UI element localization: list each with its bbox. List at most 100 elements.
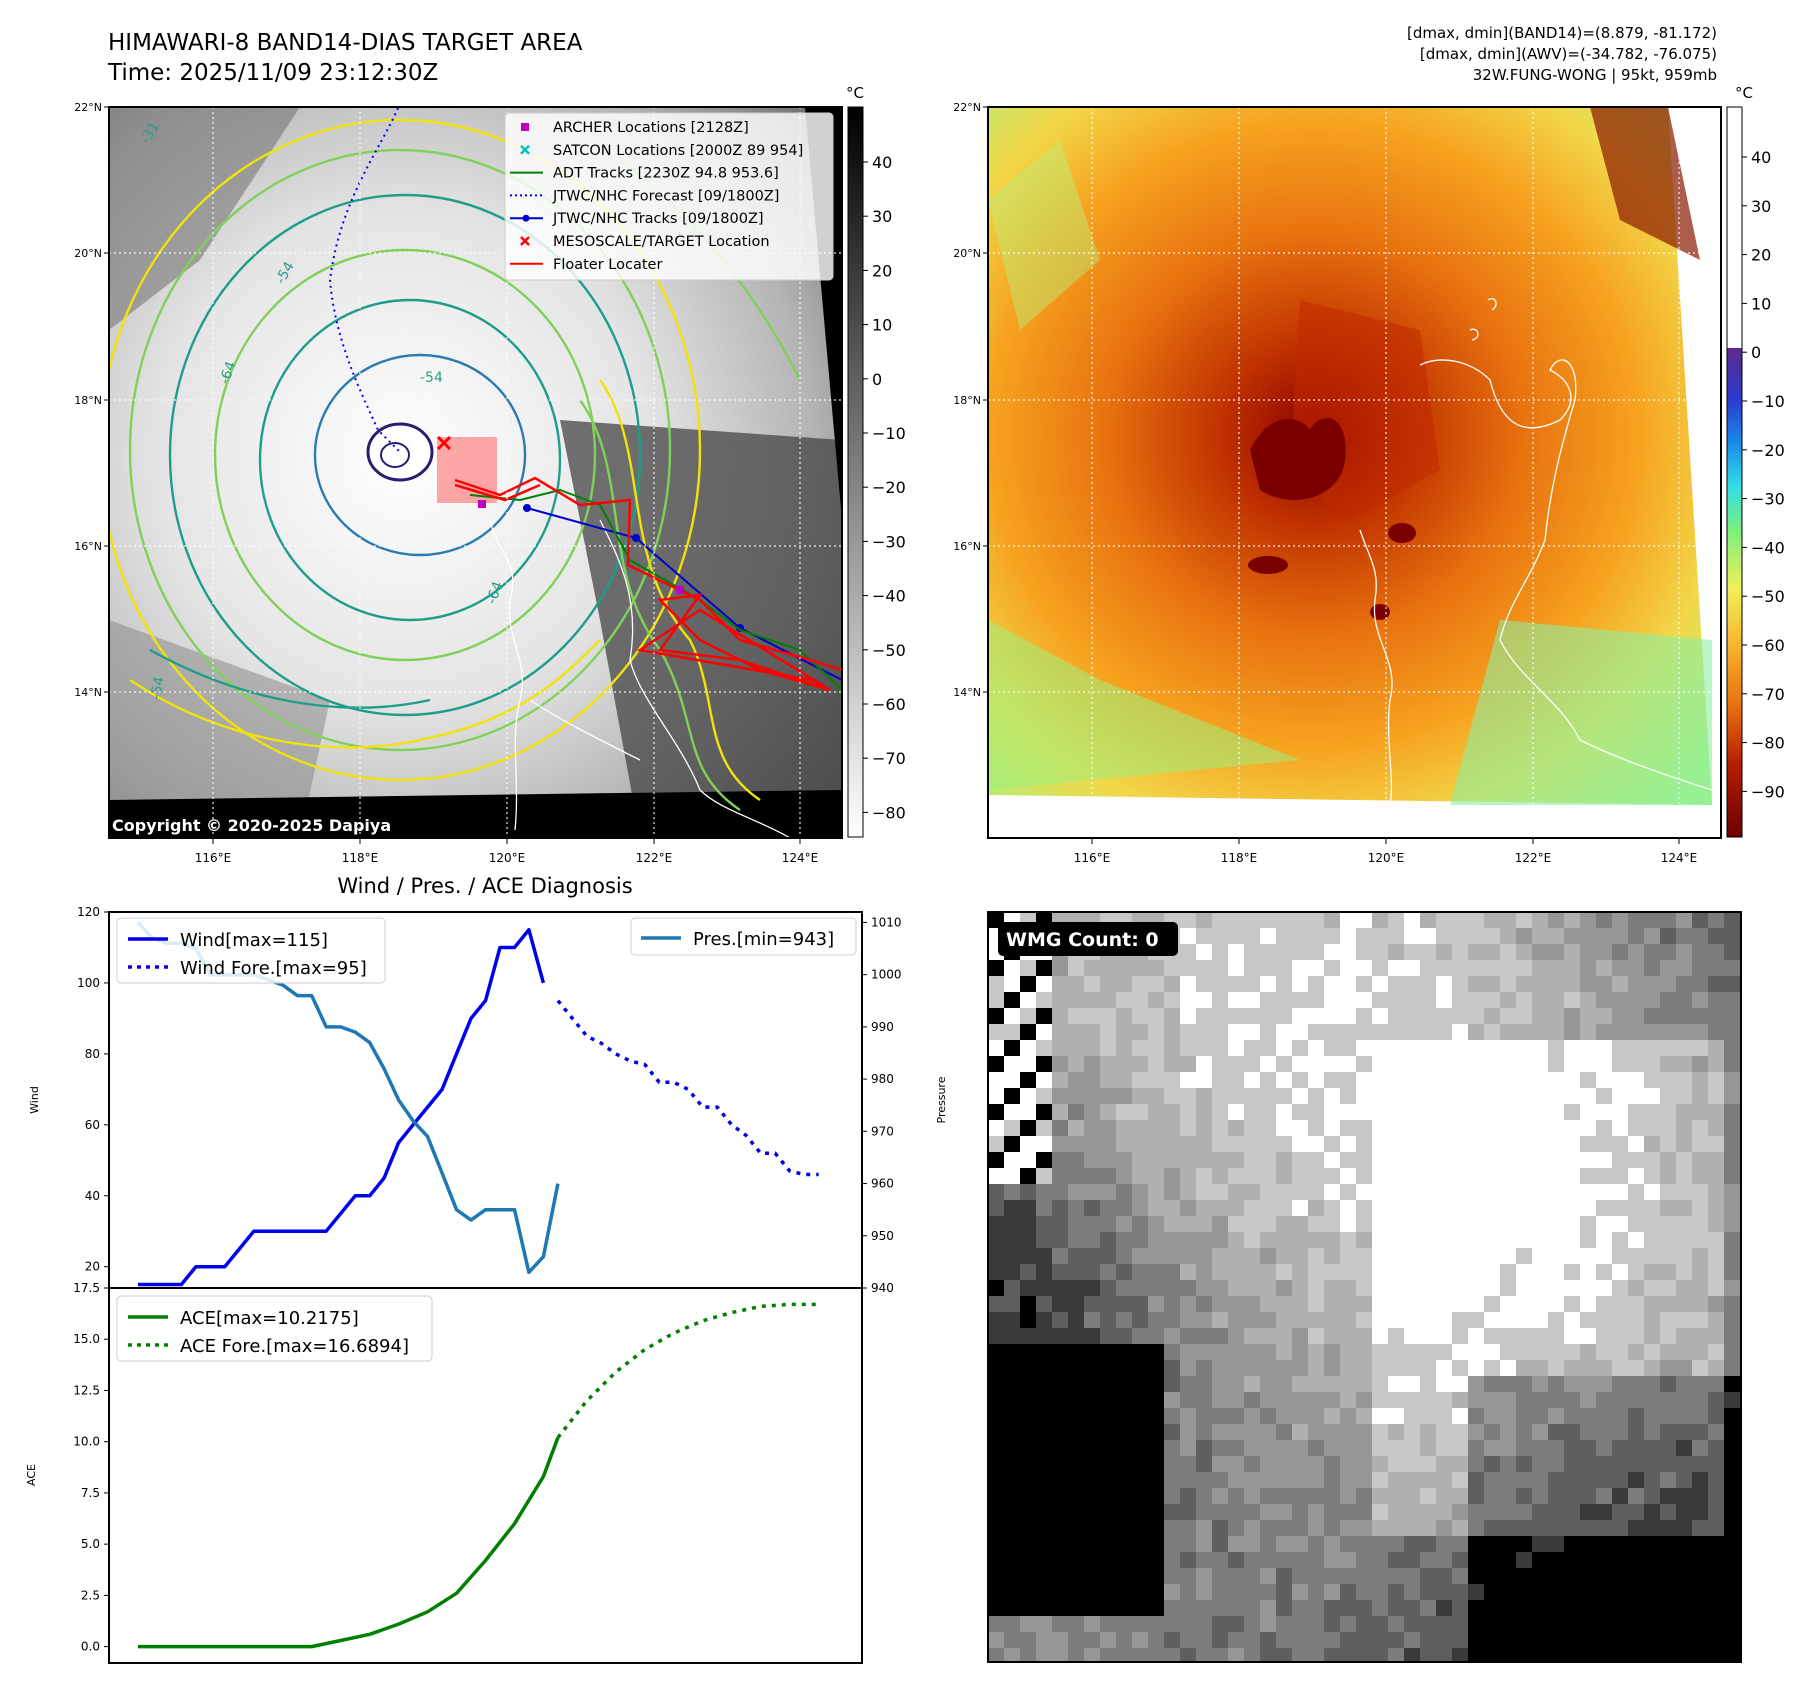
lat-tick-label: 16°N — [953, 540, 981, 553]
stats-band14: [dmax, dmin](BAND14)=(8.879, -81.172) — [1407, 24, 1717, 42]
band14-colorbar: °C 40 30 20 10 0 −10 −20 −30 −40 −50 −60 −70 −80 — [846, 84, 906, 838]
lon-tick-label: 116°E — [195, 851, 232, 865]
wmg-panel: WMG Count: 0 — [987, 911, 1742, 1663]
contour-label: -54 — [420, 370, 443, 386]
colorbar-tick-label: 40 — [1751, 148, 1771, 167]
colorbar-tick-label: −70 — [1751, 685, 1785, 704]
lat-tick-label: 22°N — [953, 101, 981, 114]
lon-tick-label: 124°E — [1661, 851, 1698, 865]
lon-tick-label: 124°E — [782, 851, 819, 865]
colorbar-tick-label: −80 — [1751, 734, 1785, 753]
y-tick-label: 7.5 — [81, 1486, 100, 1500]
lat-tick-label: 14°N — [953, 686, 981, 699]
colorbar-tick-label: 10 — [872, 316, 892, 335]
diagnosis-axis-ticks: 120 100 80 60 40 20 1010 1000 990 980 970 960 950 940… — [73, 905, 901, 1654]
colorbar-tick-label: 10 — [1751, 294, 1771, 313]
lat-tick-label: 22°N — [74, 101, 102, 114]
lat-tick-label: 14°N — [74, 686, 102, 699]
y-tick-label: 960 — [871, 1177, 894, 1191]
wind-legend: Wind[max=115] Wind Fore.[max=95] — [116, 917, 386, 984]
y-tick-label: 990 — [871, 1020, 894, 1034]
y-tick-label: 15.0 — [73, 1332, 100, 1346]
colorbar-tick-label: 30 — [872, 207, 892, 226]
y-tick-label: 17.5 — [73, 1281, 100, 1295]
series-line — [138, 927, 546, 1287]
ace-legend: ACE[max=10.2175] ACE Fore.[max=16.6894] — [116, 1295, 433, 1362]
y-tick-label: 10.0 — [73, 1435, 100, 1449]
wind-legend-label: Wind[max=115] — [180, 930, 328, 951]
colorbar-tick-label: −40 — [1751, 538, 1785, 557]
legend-label: SATCON Locations [2000Z 89 954] — [553, 143, 803, 159]
colorbar-tick-label: −90 — [1751, 782, 1785, 801]
ace-fore-legend-label: ACE Fore.[max=16.6894] — [180, 1336, 409, 1357]
y-tick-label: 100 — [77, 976, 100, 990]
series-line — [556, 1302, 819, 1439]
legend-label: MESOSCALE/TARGET Location — [553, 234, 770, 250]
colorbar-tick-label: −10 — [1751, 392, 1785, 411]
y-tick-label: 1010 — [871, 915, 902, 929]
colorbar-tick-label: −10 — [872, 424, 906, 443]
lon-tick-label: 118°E — [342, 851, 379, 865]
copyright-label: Copyright © 2020-2025 Dapiya — [112, 816, 391, 835]
y-tick-label: 940 — [871, 1281, 894, 1295]
figure-time: Time: 2025/11/09 23:12:30Z — [107, 60, 438, 86]
wmg-count-label: WMG Count: 0 — [1006, 929, 1159, 951]
legend-label: JTWC/NHC Tracks [09/1800Z] — [552, 211, 764, 227]
wmg-imagery — [988, 912, 1741, 1662]
y-tick-label: 0.0 — [81, 1640, 100, 1654]
y-tick-label: 120 — [77, 905, 100, 919]
legend-entry: MESOSCALE/TARGET Location — [520, 234, 770, 250]
wind-fore-legend-label: Wind Fore.[max=95] — [180, 958, 367, 979]
lon-tick-label: 116°E — [1074, 851, 1111, 865]
colorbar-tick-label: −30 — [1751, 490, 1785, 509]
legend-entry: JTWC/NHC Tracks [09/1800Z] — [510, 211, 764, 227]
pressure-legend-label: Pres.[min=943] — [693, 929, 834, 950]
lon-tick-label: 120°E — [489, 851, 526, 865]
legend-entry: ADT Tracks [2230Z 94.8 953.6] — [510, 166, 779, 182]
lat-tick-label: 16°N — [74, 540, 102, 553]
contour-label: -64 — [217, 359, 240, 386]
y-tick-label: 40 — [85, 1189, 100, 1203]
legend-entry: Floater Locater — [510, 257, 662, 273]
awv-map-panel: 116°E 118°E 120°E 122°E 124°E 22°N 20°N 18°N 16°… — [953, 84, 1785, 865]
lat-tick-label: 18°N — [74, 394, 102, 407]
legend-entry: JTWC/NHC Forecast [09/1800Z] — [510, 188, 779, 204]
colorbar-tick-label: 0 — [872, 370, 882, 389]
figure-title: HIMAWARI-8 BAND14-DIAS TARGET AREA — [108, 30, 583, 56]
band14-axis-ticks: 116°E 118°E 120°E 122°E 124°E 22°N 20°N 18°N 16°… — [74, 101, 818, 865]
y-tick-label: 60 — [85, 1118, 100, 1132]
colorbar-tick-label: 30 — [1751, 197, 1771, 216]
contour-label: -64 — [484, 579, 507, 606]
ace-axis-label: ACE — [25, 1464, 38, 1486]
y-tick-label: 20 — [85, 1260, 100, 1274]
colorbar-tick-label: −70 — [872, 749, 906, 768]
legend-label: JTWC/NHC Forecast [09/1800Z] — [552, 188, 779, 204]
colorbar-unit: °C — [1735, 84, 1753, 102]
lon-tick-label: 118°E — [1221, 851, 1258, 865]
legend-entry: ARCHER Locations [2128Z] — [521, 120, 749, 136]
contour-label: -54 — [148, 675, 168, 700]
pressure-legend: Pres.[min=943] — [630, 917, 857, 956]
colorbar-tick-label: −60 — [872, 695, 906, 714]
colorbar-tick-label: −40 — [872, 587, 906, 606]
colorbar-tick-label: −80 — [872, 803, 906, 822]
colorbar-tick-label: 20 — [872, 261, 892, 280]
y-tick-label: 970 — [871, 1124, 894, 1138]
legend-label: ADT Tracks [2230Z 94.8 953.6] — [553, 166, 779, 182]
diagnosis-title: Wind / Pres. / ACE Diagnosis — [337, 874, 632, 898]
legend-entry: SATCON Locations [2000Z 89 954] — [520, 143, 803, 159]
y-tick-label: 80 — [85, 1047, 100, 1061]
lat-tick-label: 20°N — [74, 247, 102, 260]
colorbar-unit: °C — [846, 84, 864, 102]
band14-legend: ARCHER Locations [2128Z] SATCON Locations… — [504, 112, 834, 281]
y-tick-label: 5.0 — [81, 1537, 100, 1551]
colorbar-tick-label: −20 — [872, 478, 906, 497]
y-tick-label: 2.5 — [81, 1588, 100, 1602]
lon-tick-label: 122°E — [1515, 851, 1552, 865]
stats-awv: [dmax, dmin](AWV)=(-34.782, -76.075) — [1420, 45, 1717, 63]
colorbar-tick-label: −50 — [872, 641, 906, 660]
pressure-axis-label: Pressure — [935, 1076, 948, 1123]
awv-axis-ticks: 116°E 118°E 120°E 122°E 124°E 22°N 20°N 18°N 16°… — [953, 101, 1697, 865]
legend-label: ARCHER Locations [2128Z] — [553, 120, 749, 136]
